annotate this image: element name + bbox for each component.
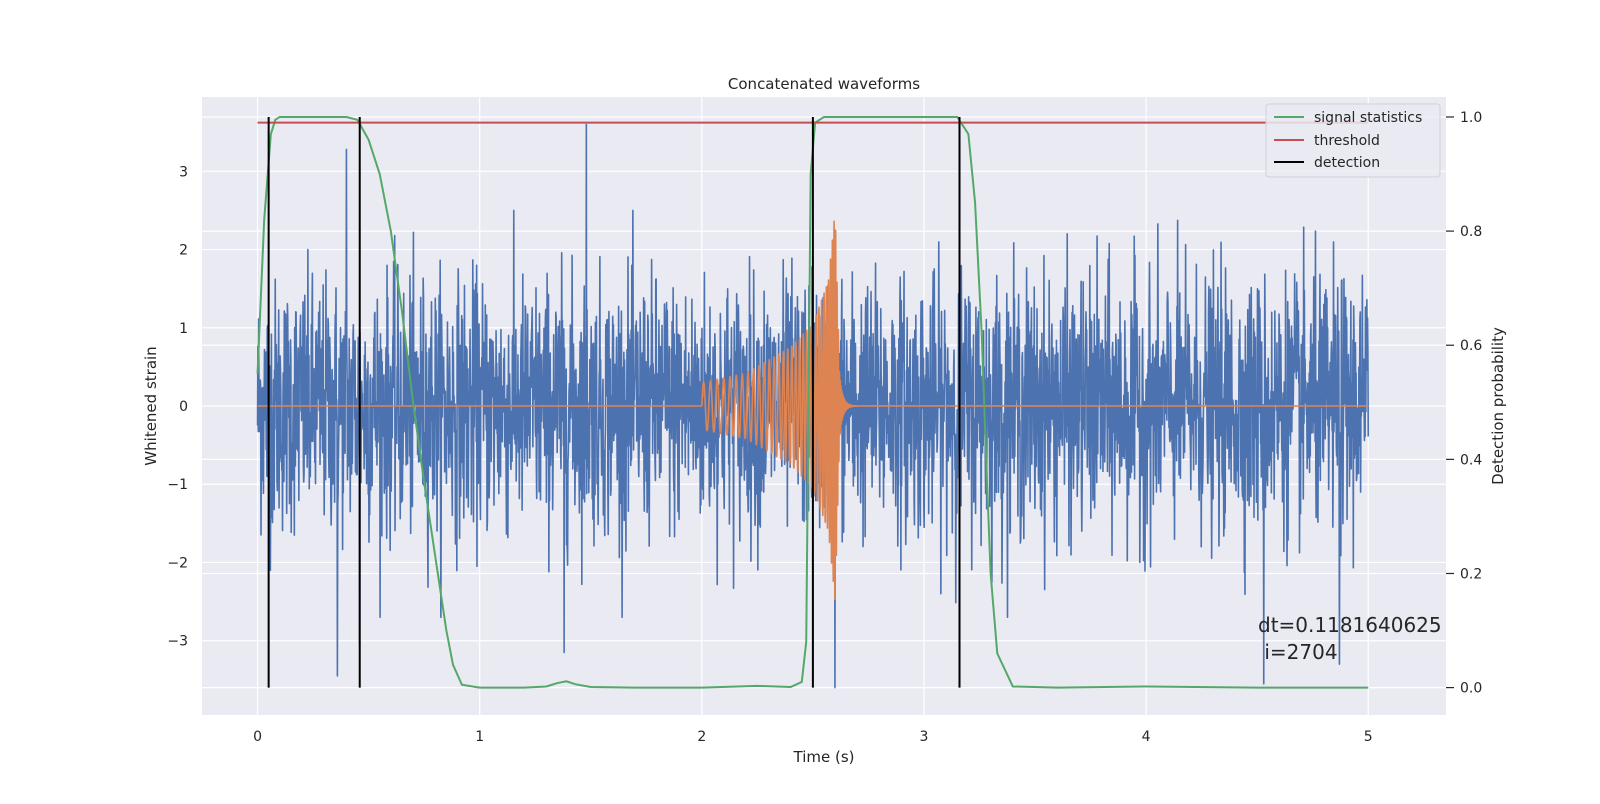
x-axis-label: Time (s): [793, 748, 855, 766]
signal-statistics-layer: [256, 115, 1369, 689]
annotation-index: i=2704: [1258, 640, 1338, 664]
y-tick-label-3: 0: [179, 399, 188, 415]
x-tick-label-4: 4: [1142, 729, 1151, 745]
x-tick-label-1: 1: [475, 729, 484, 745]
chart-title: Concatenated waveforms: [728, 75, 920, 93]
legend: signal statistics threshold detection: [1265, 103, 1441, 178]
legend-label-detection: detection: [1314, 155, 1380, 171]
legend-box: [1265, 103, 1441, 178]
y-tick-label-0: −3: [167, 634, 188, 650]
y-tick-label-4: 1: [179, 321, 188, 337]
y-right-tick-label-0: 0.0: [1460, 681, 1482, 697]
y-right-tick-label-2: 0.4: [1460, 452, 1482, 468]
tick-layer: 0 1 2 3 4 5 −3 −2 −1 0 1 2 3 0.0 0.2 0.4 0.6 0.8 1.0: [167, 110, 1482, 745]
signal-statistics-line: [256, 115, 1369, 689]
y-axis-label: Whitened strain: [142, 346, 160, 465]
legend-label-threshold: threshold: [1314, 133, 1380, 149]
x-tick-label-2: 2: [697, 729, 706, 745]
y-axis-right-label: Detection probability: [1489, 327, 1507, 485]
y-right-tick-label-5: 1.0: [1460, 110, 1482, 126]
y-tick-label-1: −2: [167, 555, 188, 571]
y-tick-label-6: 3: [179, 164, 188, 180]
y-right-tick-label-1: 0.2: [1460, 566, 1482, 582]
chirp-series-layer: [257, 220, 1369, 600]
x-tick-label-3: 3: [920, 729, 929, 745]
y-right-tick-label-3: 0.6: [1460, 338, 1482, 354]
annotation-dt: dt=0.1181640625: [1258, 613, 1442, 637]
x-tick-label-5: 5: [1364, 729, 1373, 745]
legend-label-signal-statistics: signal statistics: [1314, 110, 1422, 126]
y-right-tick-label-4: 0.8: [1460, 224, 1482, 240]
chirp-series-line: [257, 220, 1369, 600]
y-tick-label-5: 2: [179, 243, 188, 259]
detection-layer: [267, 116, 961, 688]
y-tick-label-2: −1: [167, 477, 188, 493]
x-tick-label-0: 0: [253, 729, 262, 745]
